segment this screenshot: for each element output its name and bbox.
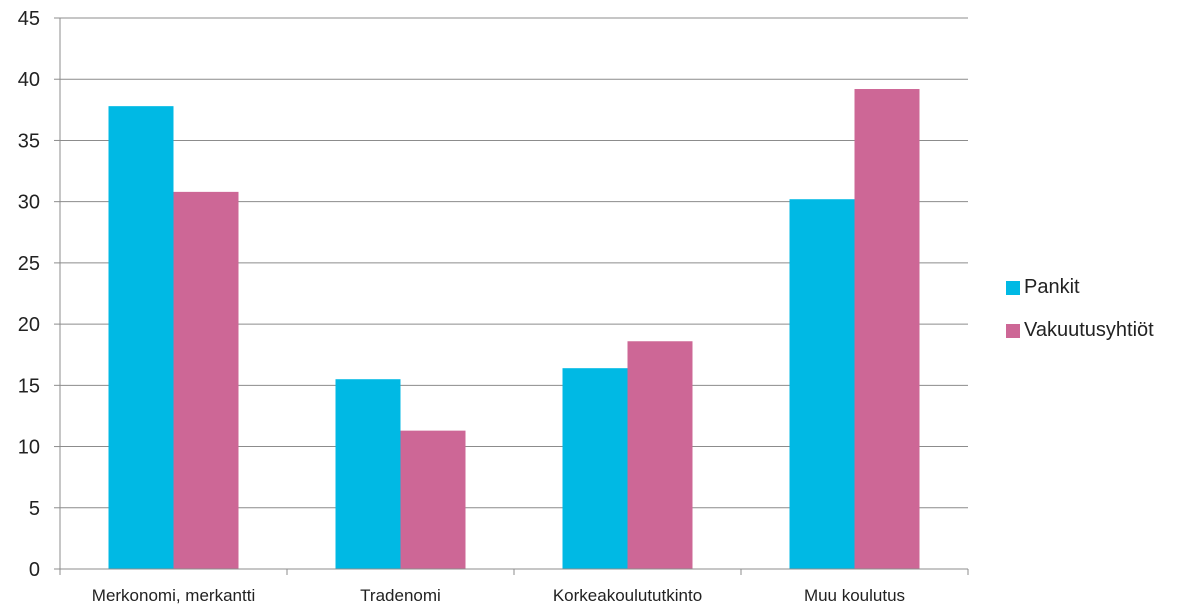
legend: Pankit Vakuutusyhtiöt	[1006, 276, 1154, 362]
y-tick-label-45: 45	[18, 8, 40, 30]
x-category-label-1: Merkonomi, merkantti	[92, 586, 255, 604]
bar-series-1-category-1	[108, 106, 174, 569]
y-tick-label-10: 10	[18, 437, 40, 459]
y-tick-label-35: 35	[18, 130, 40, 152]
y-tick-label-40: 40	[18, 69, 40, 91]
y-tick-label-20: 20	[18, 314, 40, 336]
legend-swatch-series-1	[1006, 280, 1020, 295]
x-category-label-3: Korkeakoulututkinto	[553, 586, 702, 604]
x-category-label-2: Tradenomi	[360, 586, 441, 604]
bar-series-2-category-1	[173, 191, 239, 570]
y-tick-label-15: 15	[18, 375, 40, 397]
y-tick-label-0: 0	[29, 559, 40, 581]
x-axis-category-labels: Merkonomi, merkantti Tradenomi Korkeakoulu…	[92, 586, 905, 604]
legend-swatch-series-2	[1006, 323, 1020, 338]
x-category-label-4: Muu koulutus	[804, 586, 905, 604]
bar-series-2-category-3	[627, 341, 693, 569]
axes	[54, 17, 969, 575]
legend-item-series-2: Vakuutusyhtiöt	[1006, 319, 1154, 342]
bar-series-1-category-2	[335, 379, 401, 569]
legend-item-series-1: Pankit	[1006, 276, 1154, 299]
bar-series-2-category-4	[854, 89, 920, 570]
y-tick-label-5: 5	[29, 498, 40, 520]
bar-series-1-category-3	[562, 368, 628, 569]
bars	[108, 89, 920, 570]
legend-label-series-2: Vakuutusyhtiöt	[1024, 319, 1154, 341]
bar-series-1-category-4	[789, 199, 855, 569]
y-tick-label-25: 25	[18, 253, 40, 275]
y-tick-label-30: 30	[18, 192, 40, 214]
legend-label-series-1: Pankit	[1024, 276, 1080, 298]
bar-series-2-category-2	[400, 430, 466, 569]
y-axis-tick-labels: 0 5 10 15 20 25 30 35 40 45	[18, 8, 40, 581]
